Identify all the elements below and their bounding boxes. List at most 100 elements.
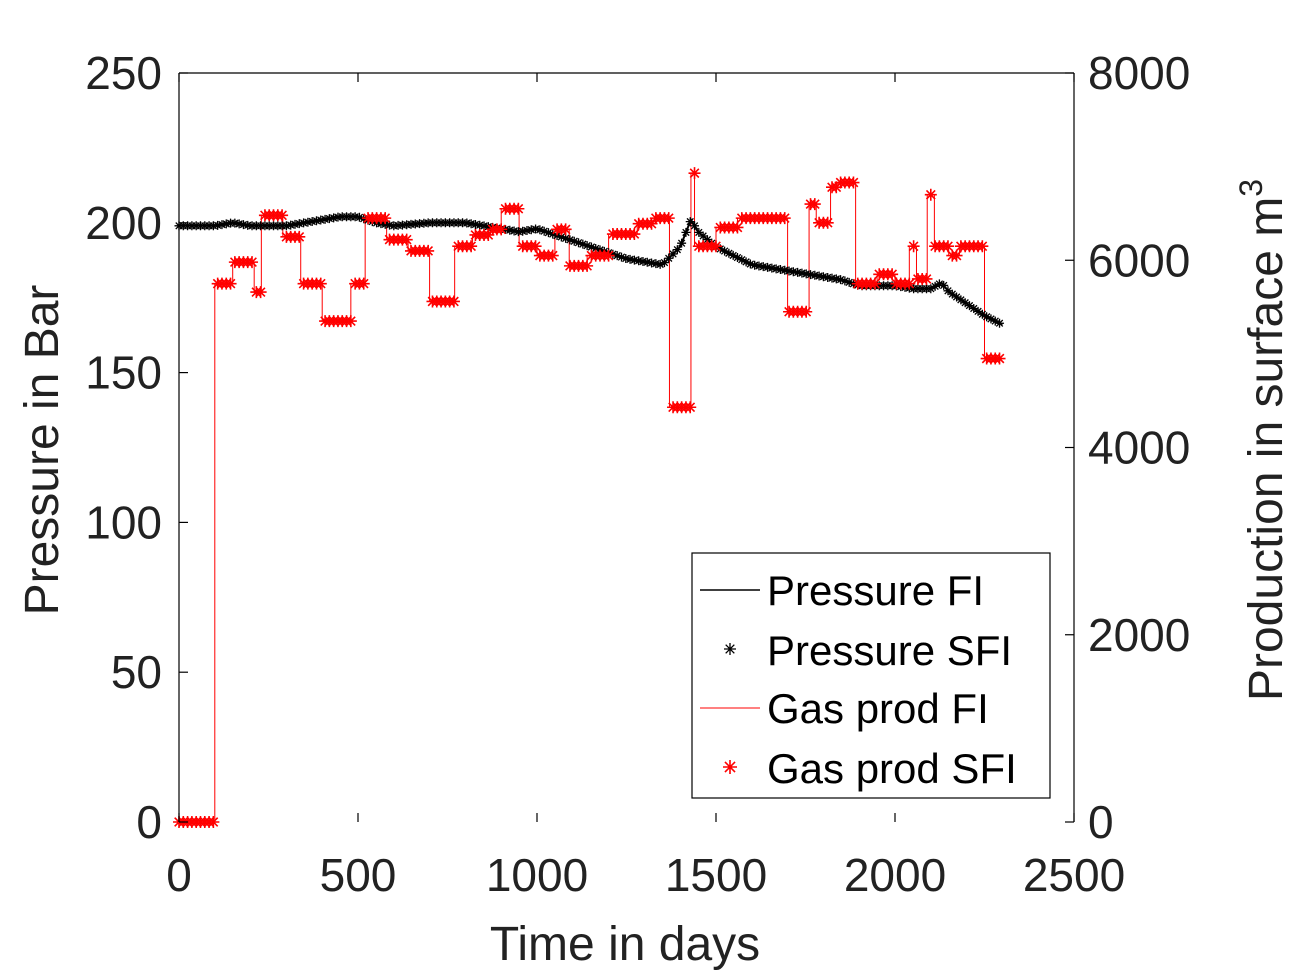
pressure-sfi-marker	[591, 243, 601, 253]
gas-prod-sfi-marker	[941, 240, 954, 253]
pressure-sfi-marker	[565, 235, 575, 245]
pressure-sfi-marker	[767, 263, 777, 273]
pressure-sfi-marker	[690, 221, 700, 231]
gas-prod-sfi-marker	[357, 277, 370, 290]
pressure-sfi-marker	[677, 238, 687, 248]
pressure-sfi-marker	[479, 221, 489, 231]
pressure-sfi-marker	[784, 266, 794, 276]
pressure-sfi-marker	[672, 245, 682, 255]
gas-prod-sfi-marker	[246, 256, 259, 269]
pressure-sfi-marker	[647, 258, 657, 268]
gas-prod-sfi-marker	[314, 277, 327, 290]
gas-prod-sfi-marker	[688, 167, 701, 180]
y-left-tick-label: 150	[85, 347, 162, 399]
pressure-sfi-marker	[788, 267, 798, 277]
gas-prod-sfi-marker	[976, 240, 989, 253]
pressure-sfi-marker	[556, 232, 566, 242]
gas-prod-sfi-marker	[529, 240, 542, 253]
pressure-sfi-marker	[213, 220, 223, 230]
pressure-sfi-marker	[814, 271, 824, 281]
pressure-sfi-marker	[724, 248, 734, 258]
pressure-sfi-marker	[750, 260, 760, 270]
legend-box	[691, 552, 1051, 799]
pressure-sfi-marker	[586, 242, 596, 252]
pressure-sfi-marker	[780, 265, 790, 275]
y-right-axis-title-main: Production in surface m	[1240, 197, 1293, 701]
legend-label-gas-prod-sfi: Gas prod SFI	[767, 745, 1017, 792]
y-left-tick-label: 250	[85, 47, 162, 99]
pressure-sfi-marker	[238, 220, 248, 230]
gas-prod-sfi-marker	[800, 305, 813, 318]
pressure-sfi-marker	[793, 267, 803, 277]
pressure-sfi-marker	[638, 257, 648, 267]
pressure-sfi-marker	[969, 303, 979, 313]
y-right-tick-label: 8000	[1088, 47, 1190, 99]
pressure-sfi-marker	[616, 252, 626, 262]
gas-prod-sfi-marker	[950, 249, 963, 262]
pressure-sfi-marker	[552, 231, 562, 241]
pressure-sfi-marker	[634, 256, 644, 266]
gas-prod-sfi-marker	[684, 401, 697, 414]
data-layer	[173, 167, 1006, 828]
pressure-sfi-marker	[621, 254, 631, 264]
x-tick-label: 500	[320, 849, 397, 901]
pressure-sfi-marker	[462, 218, 472, 228]
gas-prod-sfi-marker	[207, 816, 220, 828]
pressure-sfi-marker	[681, 227, 691, 237]
legend-marker-pressure-sfi	[724, 643, 736, 655]
legend-swatch-pressure-sfi	[724, 643, 736, 655]
gas-prod-sfi-marker	[344, 315, 357, 328]
pressure-sfi-marker	[668, 249, 678, 259]
pressure-sfi-marker	[483, 222, 493, 232]
pressure-sfi-marker	[664, 253, 674, 263]
gas-prod-sfi-marker	[731, 221, 744, 234]
y-right-tick-label: 0	[1088, 796, 1114, 848]
gas-prod-sfi-marker	[907, 240, 920, 253]
pressure-sfi-marker	[659, 258, 669, 268]
gas-prod-sfi-marker	[400, 233, 413, 246]
y-left-tick-label: 200	[85, 197, 162, 249]
pressure-sfi-marker	[642, 257, 652, 267]
pressure-sfi-marker	[509, 226, 519, 236]
pressure-sfi-marker	[307, 216, 317, 226]
pressure-sfi-marker	[801, 269, 811, 279]
pressure-sfi-marker	[956, 295, 966, 305]
pressure-sfi-marker	[685, 217, 695, 227]
pressure-sfi-marker	[380, 219, 390, 229]
gas-prod-sfi-marker	[254, 286, 267, 299]
x-axis-title: Time in days	[490, 918, 760, 971]
pressure-sfi-marker	[303, 217, 313, 227]
pressure-sfi-marker	[311, 216, 321, 226]
pressure-sfi-marker	[320, 214, 330, 224]
gas-prod-sfi-marker	[868, 277, 881, 290]
gas-prod-sfi-marker	[276, 209, 289, 222]
pressure-sfi-marker	[539, 226, 549, 236]
pressure-sfi-marker	[702, 235, 712, 245]
y-left-tick-label: 0	[136, 796, 162, 848]
pressure-sfi-marker	[960, 298, 970, 308]
gas-prod-sfi-marker	[581, 259, 594, 272]
pressure-sfi-marker	[818, 272, 828, 282]
y-right-tick-label: 2000	[1088, 609, 1190, 661]
pressure-sfi-marker	[939, 280, 949, 290]
gas-prod-sfi-marker	[422, 244, 435, 257]
gas-prod-sfi-marker	[903, 277, 916, 290]
gas-prod-sfi-marker	[465, 240, 478, 253]
pressure-sfi-marker	[926, 284, 936, 294]
gas-prod-sfi-marker	[546, 249, 559, 262]
pressure-sfi-marker	[995, 318, 1005, 328]
pressure-sfi-marker	[230, 218, 240, 228]
pressure-sfi-marker	[745, 259, 755, 269]
pressure-sfi-marker	[505, 225, 515, 235]
legend-marker-gas-prod-sfi	[723, 760, 737, 774]
pressure-sfi-marker	[234, 219, 244, 229]
pressure-sfi-marker	[574, 238, 584, 248]
gas-prod-sfi-marker	[808, 198, 821, 211]
gas-prod-sfi-marker	[512, 202, 525, 215]
pressure-sfi-marker	[526, 225, 536, 235]
gas-prod-sfi-marker	[447, 295, 460, 308]
pressure-sfi-marker	[715, 244, 725, 254]
pressure-sfi-marker	[694, 227, 704, 237]
